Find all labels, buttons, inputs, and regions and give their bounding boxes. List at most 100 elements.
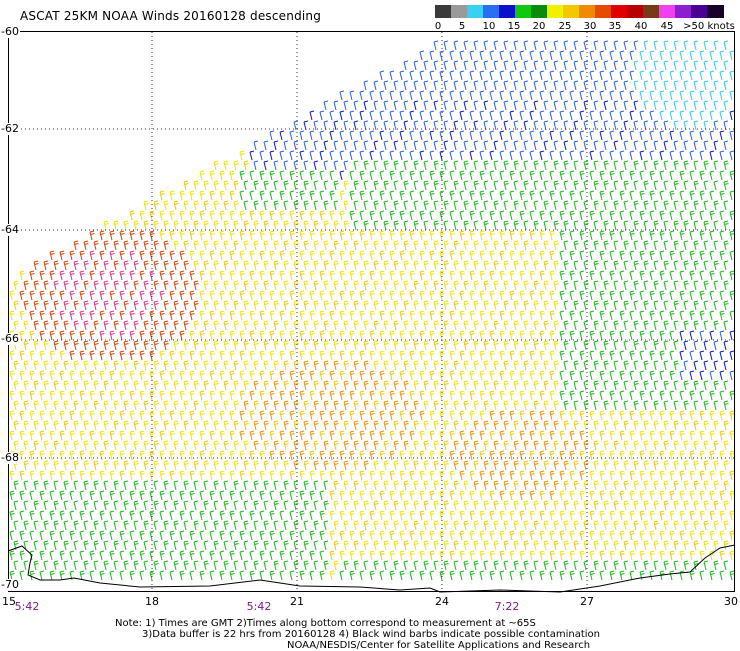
wind-barb [319, 450, 325, 461]
wind-barb [639, 110, 645, 121]
wind-barb [89, 490, 95, 501]
wind-barb [399, 490, 405, 501]
wind-barb [569, 550, 575, 561]
wind-barb [329, 210, 335, 221]
wind-barb [673, 420, 679, 431]
wind-barb [89, 470, 95, 481]
wind-barb [319, 290, 325, 301]
wind-barb [289, 350, 295, 361]
wind-barb [203, 480, 209, 491]
wind-barb [129, 230, 135, 241]
wind-barb [193, 400, 199, 411]
wind-barb [473, 80, 479, 91]
wind-barb [633, 460, 639, 471]
wind-barb [299, 450, 305, 461]
wind-barb [139, 550, 145, 561]
wind-barb [429, 230, 435, 241]
wind-barb [643, 480, 649, 491]
wind-barb [413, 460, 419, 471]
wind-barb [669, 450, 675, 461]
wind-barb [379, 330, 385, 341]
wind-barb [559, 210, 565, 221]
wind-barb [693, 540, 699, 551]
wind-barb [269, 370, 275, 381]
wind-barb [503, 300, 509, 311]
wind-barb [399, 510, 405, 521]
wind-barb [499, 550, 505, 561]
wind-barb [609, 330, 615, 341]
wind-barb [293, 440, 299, 451]
wind-barb [319, 170, 325, 181]
wind-barb [419, 130, 425, 141]
wind-barb [519, 290, 525, 301]
wind-barb [463, 440, 469, 451]
wind-barb [389, 450, 395, 461]
wind-barb [459, 110, 465, 121]
wind-barb [53, 520, 59, 531]
wind-barb [219, 350, 225, 361]
wind-barb [259, 510, 265, 521]
wind-barb [713, 360, 719, 371]
wind-barb [393, 160, 399, 171]
wind-barb [633, 280, 639, 291]
wind-barb [49, 530, 55, 541]
wind-barb [193, 520, 199, 531]
wind-barb [533, 400, 539, 411]
wind-barb [593, 480, 599, 491]
wind-barb [729, 450, 735, 461]
wind-barb [713, 540, 719, 551]
wind-barb [139, 310, 145, 321]
wind-barb [203, 360, 209, 371]
wind-barb [409, 110, 415, 121]
wind-barb [629, 250, 635, 261]
wind-barb [409, 290, 415, 301]
wind-barb [543, 100, 549, 111]
wind-barb [523, 180, 529, 191]
wind-barb [629, 450, 635, 461]
wind-barb [429, 430, 435, 441]
wind-barb [649, 130, 655, 141]
wind-barb [389, 350, 395, 361]
wind-barb [379, 350, 385, 361]
wind-barb [209, 310, 215, 321]
wind-barb [603, 420, 609, 431]
wind-barb [299, 570, 305, 581]
wind-barb [699, 130, 705, 141]
wind-barb [463, 320, 469, 331]
wind-barb [643, 260, 649, 271]
wind-barb [699, 450, 705, 461]
wind-barb [49, 570, 55, 581]
wind-barb [389, 550, 395, 561]
wind-barb [369, 430, 375, 441]
wind-barb [689, 530, 695, 541]
wind-barb [263, 460, 269, 471]
wind-barb [169, 390, 175, 401]
wind-barb [693, 340, 699, 351]
wind-barb [413, 480, 419, 491]
wind-barb [249, 210, 255, 221]
wind-barb [603, 480, 609, 491]
wind-barb [229, 310, 235, 321]
wind-barb [483, 360, 489, 371]
wind-barb [433, 520, 439, 531]
wind-barb [273, 180, 279, 191]
wind-barb [593, 160, 599, 171]
wind-barb [533, 40, 539, 51]
wind-barb [469, 90, 475, 101]
wind-barb [673, 480, 679, 491]
wind-barb [43, 500, 49, 511]
wind-barb [533, 160, 539, 171]
wind-barb [193, 320, 199, 331]
colorbar-swatch [451, 5, 468, 18]
wind-barb [443, 560, 449, 571]
wind-barb [649, 470, 655, 481]
wind-barb [283, 360, 289, 371]
wind-barb [499, 470, 505, 481]
wind-barb [693, 180, 699, 191]
wind-barb [393, 440, 399, 451]
wind-barb [249, 450, 255, 461]
wind-barb [459, 90, 465, 101]
wind-barb [113, 460, 119, 471]
wind-barb [469, 390, 475, 401]
wind-barb [629, 90, 635, 101]
